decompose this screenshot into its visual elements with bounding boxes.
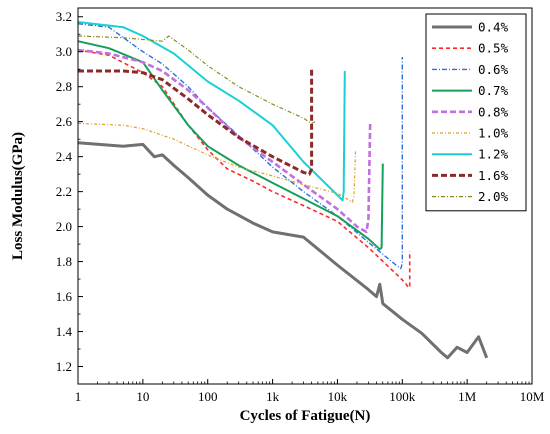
series-line-3	[77, 23, 403, 270]
y-tick-label: 2.6	[56, 114, 73, 129]
y-tick-label: 3.2	[56, 9, 72, 24]
series-line-9	[77, 35, 316, 125]
x-tick-label: 1M	[458, 389, 477, 404]
x-tick-label: 1	[75, 389, 82, 404]
x-tick-label: 10M	[520, 389, 545, 404]
y-tick-label: 2.8	[56, 79, 72, 94]
y-tick-label: 1.2	[56, 359, 72, 374]
series-line-1	[77, 141, 489, 360]
y-tick-label: 3.0	[56, 44, 72, 59]
x-axis: 1 10 100 1k 10k 100k 1M 10M	[75, 379, 545, 404]
y-tick-label: 1.6	[56, 289, 73, 304]
x-tick-label: 10k	[328, 389, 348, 404]
legend-label: 0.4%	[478, 20, 509, 35]
legend-label: 1.2%	[478, 147, 509, 162]
x-tick-label: 100k	[389, 389, 416, 404]
legend-label: 0.6%	[478, 62, 509, 77]
x-tick-label: 100	[198, 389, 218, 404]
series-line-8	[78, 67, 314, 176]
plot-frame	[77, 7, 533, 385]
legend-label: 0.5%	[478, 41, 509, 56]
series-line-6	[77, 122, 357, 203]
legend-label: 1.6%	[478, 168, 509, 183]
series-line-5	[77, 48, 372, 234]
legend-label: 0.8%	[478, 104, 509, 119]
y-tick-label: 2.2	[56, 184, 72, 199]
y-tick-label: 2.4	[56, 149, 73, 164]
series-line-4	[77, 40, 384, 251]
series-layer	[77, 21, 489, 360]
x-tick-label: 10	[136, 389, 149, 404]
x-tick-label: 1k	[266, 389, 280, 404]
legend-label: 2.0%	[478, 189, 509, 204]
y-axis-title: Loss Modulus(GPa)	[10, 132, 26, 260]
y-tick-label: 1.8	[56, 254, 72, 269]
y-axis: 1.2 1.4 1.6 1.8 2.0 2.2 2.4 2.6 2.8 3.0 3.2	[56, 9, 83, 374]
y-tick-label: 2.0	[56, 219, 72, 234]
y-tick-label: 1.4	[56, 324, 73, 339]
x-axis-title: Cycles of Fatigue(N)	[240, 408, 371, 424]
series-line-7	[77, 21, 346, 202]
legend: 0.4% 0.5% 0.6% 0.7% 0.8% 1.0% 1.2% 1.6% 2.0%	[425, 13, 527, 212]
legend-label: 1.0%	[478, 126, 509, 141]
legend-label: 0.7%	[478, 83, 509, 98]
